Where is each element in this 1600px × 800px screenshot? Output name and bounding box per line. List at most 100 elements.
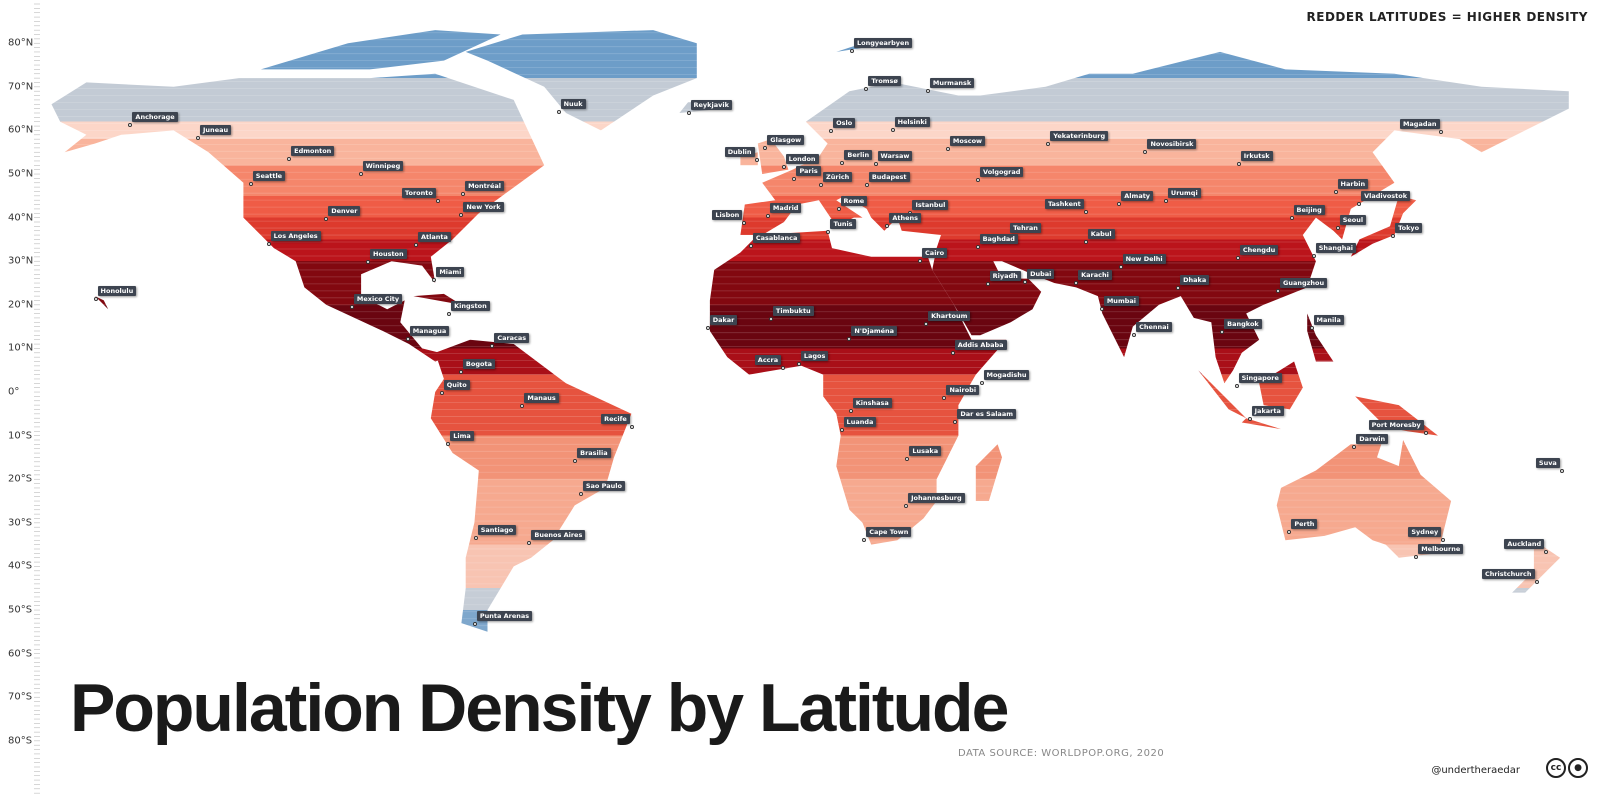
city-dot (1163, 199, 1168, 204)
city-dot (458, 369, 463, 374)
city-dot (1391, 234, 1396, 239)
city-dot (904, 504, 909, 509)
city-dot (953, 419, 958, 424)
city-label: Seoul (1339, 215, 1367, 226)
city-label: Brasilia (577, 447, 611, 458)
city-dot (754, 157, 759, 162)
city-dot (1220, 329, 1225, 334)
city-dot (266, 241, 271, 246)
city-label: Kabul (1087, 228, 1115, 239)
city-label: Denver (328, 205, 361, 216)
city-dot (439, 390, 444, 395)
city-label: Volgograd (980, 166, 1024, 177)
city-dot (975, 244, 980, 249)
city-dot (1083, 209, 1088, 214)
city-dot (1176, 286, 1181, 291)
city-label: Lusaka (909, 446, 942, 457)
city-label: Manila (1313, 315, 1344, 326)
city-label: Seattle (252, 171, 286, 182)
city-dot (765, 213, 770, 218)
latitude-label: 10°N (8, 342, 34, 354)
city-label: Guangzhou (1279, 278, 1328, 289)
greenland-landmass (465, 30, 697, 131)
city-label: Dhaka (1180, 275, 1210, 286)
latitude-label: 30°N (8, 255, 34, 267)
city-label: Casablanca (752, 232, 801, 243)
city-dot (864, 182, 869, 187)
city-dot (1275, 289, 1280, 294)
city-dot (1352, 444, 1357, 449)
city-label: London (785, 154, 819, 165)
city-label: Irkutsk (1240, 150, 1273, 161)
city-dot (128, 123, 133, 128)
city-dot (763, 146, 768, 151)
city-label: Yekaterinburg (1050, 131, 1109, 142)
city-dot (1534, 579, 1539, 584)
city-label: Bogota (462, 358, 495, 369)
city-dot (1132, 332, 1137, 337)
city-dot (839, 428, 844, 433)
city-label: Bangkok (1224, 318, 1262, 329)
city-label: Singapore (1238, 373, 1282, 384)
city-label: Mogadishu (983, 370, 1030, 381)
city-label: Dubai (1027, 269, 1055, 280)
legend-note: REDDER LATITUDES = HIGHER DENSITY (1306, 10, 1588, 24)
city-label: Helsinki (894, 116, 930, 127)
city-label: Karachi (1078, 270, 1112, 281)
city-label: Tokyo (1395, 223, 1423, 234)
city-label: Jakarta (1251, 406, 1284, 417)
city-label: Houston (370, 249, 407, 260)
city-dot (414, 243, 419, 248)
city-dot (520, 403, 525, 408)
city-dot (349, 305, 354, 310)
city-dot (446, 442, 451, 447)
city-label: Warsaw (877, 151, 913, 162)
author-handle: @undertheraedar (1431, 765, 1520, 776)
attribution-icon: ● (1568, 758, 1588, 778)
city-label: Paris (796, 165, 821, 176)
city-label: N'Djaména (851, 326, 898, 337)
latitude-label: 50°S (8, 604, 33, 616)
city-label: Urumqi (1167, 188, 1201, 199)
city-label: Berlin (844, 150, 873, 161)
city-dot (976, 177, 981, 182)
city-dot (1559, 468, 1564, 473)
city-dot (1117, 201, 1122, 206)
city-label: Accra (754, 354, 782, 365)
city-dot (629, 424, 634, 429)
license-badges: cc ● (1546, 758, 1588, 778)
city-dot (848, 408, 853, 413)
eurasia-landmass (740, 51, 1569, 384)
city-label: Istanbul (912, 200, 949, 211)
latitude-label: 40°N (8, 212, 34, 224)
city-dot (1247, 417, 1252, 422)
latitude-label: 60°S (8, 648, 33, 660)
city-label: Budapest (868, 171, 910, 182)
city-dot (950, 350, 955, 355)
city-label: Manaus (524, 392, 559, 403)
city-dot (1439, 130, 1444, 135)
city-label: Winnipeg (362, 161, 404, 172)
city-label: Auckland (1504, 539, 1545, 550)
city-label: Melbourne (1418, 543, 1464, 554)
city-dot (748, 243, 753, 248)
city-label: Miami (436, 266, 465, 277)
city-label: Anchorage (132, 112, 178, 123)
city-dot (942, 395, 947, 400)
city-dot (490, 344, 495, 349)
city-label: Port Moresby (1368, 419, 1424, 430)
city-label: Buenos Aires (531, 529, 586, 540)
city-label: Lisbon (712, 210, 743, 221)
city-label: Reykjavik (690, 99, 732, 110)
city-label: Tehran (1010, 223, 1041, 234)
city-label: Zürich (823, 172, 853, 183)
city-label: Sao Paulo (582, 481, 625, 492)
city-label: Glasgow (767, 135, 805, 146)
city-dot (1335, 226, 1340, 231)
japan-landmass (1350, 195, 1417, 257)
city-label: Nairobi (946, 384, 980, 395)
city-dot (905, 457, 910, 462)
city-dot (945, 146, 950, 151)
city-label: Tromsø (868, 75, 901, 86)
city-dot (924, 322, 929, 327)
